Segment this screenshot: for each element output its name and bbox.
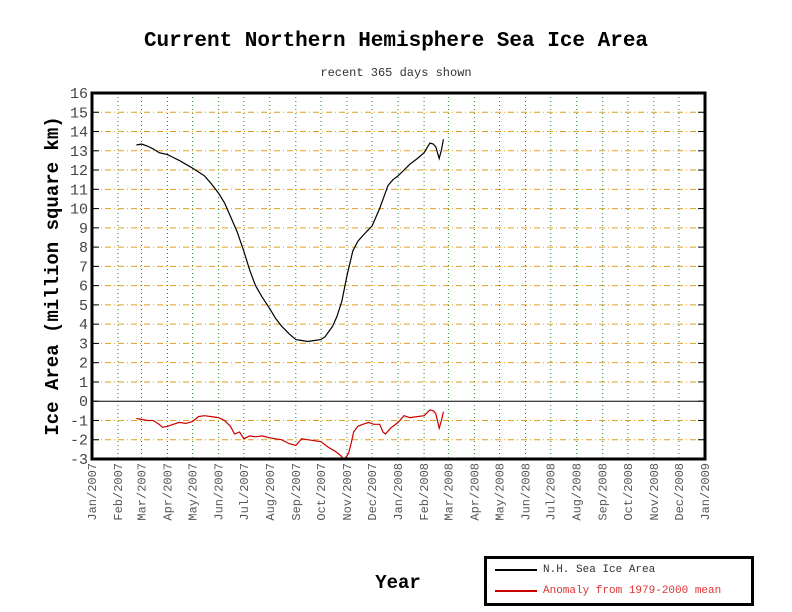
y-tick-label: 5	[79, 298, 88, 315]
y-tick-label: 13	[70, 144, 88, 161]
y-tick-label: 14	[70, 125, 88, 142]
y-tick-label: 0	[79, 394, 88, 411]
x-tick-label: Jul/2007	[238, 463, 252, 521]
x-tick-label: Jan/2007	[86, 463, 100, 521]
legend: N.H. Sea Ice Area Anomaly from 1979-2000…	[484, 556, 754, 606]
x-tick-label: Feb/2007	[112, 463, 126, 521]
x-tick-label: Jan/2008	[392, 463, 406, 521]
x-tick-label: Sep/2008	[597, 463, 611, 521]
x-tick-label: Sep/2007	[290, 463, 304, 521]
y-tick-label: 12	[70, 163, 88, 180]
y-tick-label: 9	[79, 221, 88, 238]
y-tick-label: -2	[70, 433, 88, 450]
x-tick-label: Oct/2008	[622, 463, 636, 521]
y-tick-label: 2	[79, 356, 88, 373]
x-tick-label: Nov/2007	[341, 463, 355, 521]
y-tick-label: 7	[79, 259, 88, 276]
y-tick-label: 3	[79, 336, 88, 353]
y-tick-label: 15	[70, 105, 88, 122]
x-tick-label: Dec/2007	[366, 463, 380, 521]
x-tick-label: May/2007	[187, 463, 201, 521]
x-tick-label: Jun/2008	[520, 463, 534, 521]
x-tick-label: Jan/2009	[699, 463, 713, 521]
x-tick-label: Aug/2008	[571, 463, 585, 521]
legend-swatch-area	[495, 569, 537, 571]
x-tick-label: Feb/2008	[418, 463, 432, 521]
x-tick-label: Mar/2007	[135, 463, 149, 521]
x-tick-label: Nov/2008	[648, 463, 662, 521]
anomaly-line	[136, 409, 444, 460]
x-tick-label: Oct/2007	[315, 463, 329, 521]
x-tick-label: Dec/2008	[673, 463, 687, 521]
ice-area-line	[136, 139, 444, 343]
x-tick-label: Jul/2008	[545, 463, 559, 521]
y-tick-label: 16	[70, 86, 88, 103]
y-axis-label: Ice Area (million square km)	[42, 116, 64, 435]
y-tick-label: 11	[70, 182, 88, 199]
plot-frame	[90, 91, 707, 461]
chart-subtitle: recent 365 days shown	[320, 66, 472, 80]
legend-swatch-anomaly	[495, 590, 537, 592]
x-tick-label: Jun/2007	[213, 463, 227, 521]
x-axis-label: Year	[375, 572, 421, 594]
x-tick-label: Mar/2008	[442, 463, 456, 521]
x-tick-label: Apr/2007	[161, 463, 175, 521]
y-tick-label: 4	[79, 317, 88, 334]
x-tick-label: May/2008	[494, 463, 508, 521]
x-tick-label: Apr/2008	[468, 463, 482, 521]
y-tick-label: 8	[79, 240, 88, 257]
y-tick-label: -1	[70, 413, 88, 430]
y-tick-label: 6	[79, 279, 88, 296]
legend-label-area: N.H. Sea Ice Area	[543, 564, 656, 576]
y-tick-label: 1	[79, 375, 88, 392]
y-tick-label: -3	[70, 452, 88, 469]
legend-label-anomaly: Anomaly from 1979-2000 mean	[543, 585, 722, 597]
chart-title: Current Northern Hemisphere Sea Ice Area	[143, 30, 649, 53]
x-tick-label: Aug/2007	[264, 463, 278, 521]
y-tick-label: 10	[70, 202, 88, 219]
